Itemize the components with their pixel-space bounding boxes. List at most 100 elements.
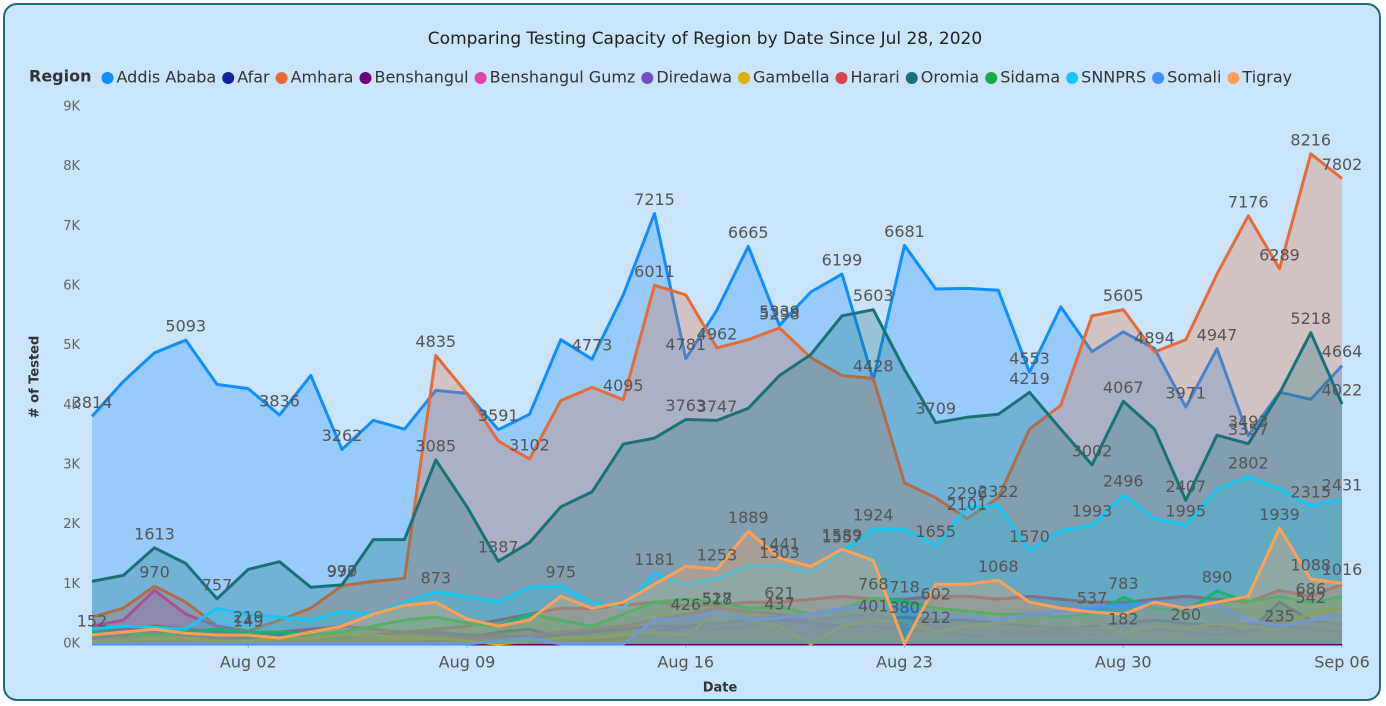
data-label: 3836 [259,392,300,411]
data-label: 219 [233,607,264,626]
legend-marker [359,72,372,84]
data-label: 7176 [1228,192,1269,211]
y-axis-label: # of Tested [28,336,43,419]
data-label: 3262 [322,426,363,445]
y-tick-label: 9K [63,100,80,115]
data-label: 1441 [759,535,800,554]
data-label: 1613 [134,524,175,543]
data-label: 718 [889,578,920,597]
y-tick-label: 1K [63,577,80,592]
legend-label: Sidama [1000,68,1060,87]
legend-marker [905,72,918,84]
data-label: 4835 [415,332,456,351]
legend-label: Benshangul [374,68,468,87]
data-label: 2315 [1290,482,1331,501]
legend-marker [275,72,288,84]
data-label: 6289 [1259,245,1300,264]
data-label: 3709 [915,399,956,418]
data-label: 5093 [165,317,206,336]
legend-marker [222,72,235,84]
y-tick-label: 6K [63,279,80,294]
data-label: 437 [764,594,795,613]
chart-frame: Comparing Testing Capacity of Region by … [3,3,1381,701]
data-label: 4894 [1134,328,1175,347]
data-label: 3814 [72,393,113,412]
data-label: 970 [139,563,170,582]
y-tick-label: 3K [63,458,80,473]
y-tick-label: 2K [63,517,80,532]
data-label: 212 [920,608,951,627]
x-tick-label: Sep 06 [1314,653,1370,672]
series-line [91,526,1343,646]
data-label: 990 [327,561,358,580]
data-label: 768 [858,575,889,594]
legend-label: Somali [1167,68,1221,87]
legend-label: Tigray [1241,68,1292,87]
legend-marker [1066,72,1079,84]
series-line [91,475,1343,631]
data-label: 890 [1202,567,1233,586]
legend-marker [985,72,998,84]
data-label: 3747 [697,397,738,416]
data-label: 518 [702,590,733,609]
legend-label: Afar [237,68,270,87]
data-label: 1016 [1322,560,1363,579]
x-tick-label: Aug 23 [876,653,933,672]
data-label: 4095 [603,376,644,395]
data-label: 260 [1170,605,1201,624]
legend-marker [474,72,487,84]
data-label: 1181 [634,550,675,569]
data-label: 3971 [1165,384,1206,403]
legend-marker [1227,72,1240,84]
data-label: 977 [327,562,358,581]
data-label: 1303 [759,543,800,562]
data-label: 1088 [1290,556,1331,575]
data-label: 4553 [1009,349,1050,368]
data-label: 2431 [1322,475,1363,494]
data-label: 235 [1264,606,1295,625]
data-label: 1993 [1072,502,1113,521]
data-label: 602 [920,585,951,604]
x-tick-label: Aug 09 [439,653,496,672]
data-label: 2101 [947,495,988,514]
legend-label: Benshangul Gumz [490,68,636,87]
data-label: 1068 [978,557,1019,576]
series-area [92,590,1342,644]
data-label: 380 [889,598,920,617]
data-label: 5218 [1290,309,1331,328]
data-label: 1655 [915,522,956,541]
series-line [92,600,1343,646]
y-tick-label: 0K [63,637,80,652]
data-label: 783 [1108,574,1139,593]
legend-label: Gambella [753,68,829,87]
legend-label: Addis Ababa [117,68,217,87]
series-line [90,212,1344,451]
y-tick-label: 4K [63,398,80,413]
data-label: 4022 [1322,381,1363,400]
data-label: 3002 [1072,441,1113,460]
series-line [91,152,1343,633]
data-label: 686 [1295,580,1326,599]
data-label: 4773 [572,336,613,355]
y-tick-label: 7K [63,219,80,234]
series-area [92,528,1342,644]
data-label: 527 [702,589,733,608]
legend-marker [1152,72,1165,84]
data-label: 152 [77,611,108,630]
legend-label: SNNPRS [1081,68,1146,87]
data-labels: 3814 5093 3836 3262 3591 4773 7215 4781 6665 5339… [72,130,1363,630]
data-label: 3493 [1228,412,1269,431]
data-label: 5298 [759,304,800,323]
legend-label: Oromia [921,68,979,87]
data-label: 2407 [1165,477,1206,496]
x-tick-label: Aug 02 [220,653,277,672]
data-label: 1889 [728,508,769,527]
data-label: 873 [420,568,451,587]
data-label: 6681 [884,222,925,241]
legend-marker [101,72,114,84]
data-label: 5603 [853,286,894,305]
data-label: 537 [1077,588,1108,607]
legend-label: Amhara [291,68,354,87]
series-area [92,153,1342,645]
legend-marker [738,72,751,84]
